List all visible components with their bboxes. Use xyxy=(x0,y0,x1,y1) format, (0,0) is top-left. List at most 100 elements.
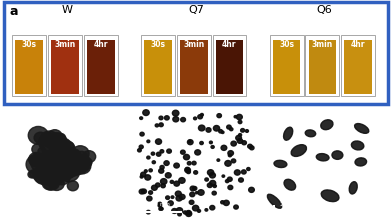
Circle shape xyxy=(239,178,243,182)
Circle shape xyxy=(238,120,242,124)
Circle shape xyxy=(50,153,64,167)
Circle shape xyxy=(242,141,247,145)
Circle shape xyxy=(247,168,250,170)
Circle shape xyxy=(159,116,163,120)
Circle shape xyxy=(44,165,66,184)
Circle shape xyxy=(35,155,48,167)
Circle shape xyxy=(207,183,212,188)
Circle shape xyxy=(175,191,181,196)
Circle shape xyxy=(73,155,91,172)
Circle shape xyxy=(61,154,80,171)
Circle shape xyxy=(29,153,44,166)
Circle shape xyxy=(75,151,87,162)
Circle shape xyxy=(67,156,89,174)
Circle shape xyxy=(239,134,241,136)
Circle shape xyxy=(26,155,48,174)
Circle shape xyxy=(172,110,179,116)
Bar xyxy=(273,40,301,94)
Circle shape xyxy=(217,159,220,161)
Circle shape xyxy=(60,154,68,161)
Circle shape xyxy=(158,202,162,206)
Circle shape xyxy=(49,163,58,172)
Circle shape xyxy=(172,208,177,213)
Bar xyxy=(344,40,372,94)
Circle shape xyxy=(186,211,192,216)
Circle shape xyxy=(145,175,151,180)
Circle shape xyxy=(40,131,58,147)
Circle shape xyxy=(207,170,214,175)
Circle shape xyxy=(56,147,75,163)
Circle shape xyxy=(200,113,203,116)
Circle shape xyxy=(49,141,72,161)
Circle shape xyxy=(28,171,36,178)
FancyBboxPatch shape xyxy=(84,35,118,96)
Circle shape xyxy=(138,149,141,152)
Circle shape xyxy=(213,184,216,188)
Circle shape xyxy=(149,169,152,172)
Circle shape xyxy=(69,159,82,170)
Circle shape xyxy=(139,189,145,194)
Circle shape xyxy=(47,130,62,143)
Circle shape xyxy=(143,110,149,115)
Circle shape xyxy=(139,145,143,149)
Circle shape xyxy=(231,159,236,163)
Circle shape xyxy=(38,156,47,164)
Ellipse shape xyxy=(316,154,329,161)
Text: c: c xyxy=(138,205,145,215)
Circle shape xyxy=(57,162,74,177)
Circle shape xyxy=(55,133,65,142)
Circle shape xyxy=(51,149,70,165)
Circle shape xyxy=(234,205,238,209)
Ellipse shape xyxy=(355,124,369,133)
Circle shape xyxy=(198,115,202,119)
Circle shape xyxy=(198,190,204,195)
Circle shape xyxy=(227,125,231,129)
Circle shape xyxy=(160,208,163,210)
Circle shape xyxy=(187,162,191,165)
Bar xyxy=(309,40,336,94)
Circle shape xyxy=(241,170,246,174)
Circle shape xyxy=(206,128,211,132)
Circle shape xyxy=(159,169,164,173)
Circle shape xyxy=(155,124,159,127)
Circle shape xyxy=(140,132,144,136)
Circle shape xyxy=(54,160,76,179)
Circle shape xyxy=(38,148,46,155)
Text: 3min: 3min xyxy=(183,40,204,49)
Circle shape xyxy=(194,171,198,174)
Circle shape xyxy=(141,172,146,177)
Ellipse shape xyxy=(283,127,293,140)
Circle shape xyxy=(140,117,143,119)
Circle shape xyxy=(40,151,58,167)
Circle shape xyxy=(142,189,147,194)
Circle shape xyxy=(147,196,152,201)
Bar xyxy=(51,40,79,94)
Circle shape xyxy=(52,155,63,164)
Circle shape xyxy=(38,134,57,151)
Circle shape xyxy=(60,139,70,147)
Text: 3min: 3min xyxy=(312,40,333,49)
Circle shape xyxy=(32,144,44,155)
Circle shape xyxy=(213,125,220,131)
Circle shape xyxy=(151,152,155,155)
Circle shape xyxy=(160,179,167,184)
Circle shape xyxy=(181,117,185,122)
Circle shape xyxy=(44,176,60,190)
Circle shape xyxy=(231,141,236,146)
Circle shape xyxy=(209,141,212,144)
Circle shape xyxy=(180,194,185,199)
Circle shape xyxy=(168,201,173,206)
Circle shape xyxy=(160,165,164,169)
Circle shape xyxy=(42,155,64,175)
Circle shape xyxy=(212,191,216,195)
Circle shape xyxy=(250,146,254,150)
Circle shape xyxy=(33,166,53,183)
Circle shape xyxy=(34,168,53,184)
Circle shape xyxy=(46,133,67,151)
Circle shape xyxy=(188,140,191,143)
Circle shape xyxy=(209,173,216,178)
Circle shape xyxy=(173,117,179,122)
Bar xyxy=(87,40,114,94)
Circle shape xyxy=(51,154,60,163)
Circle shape xyxy=(186,210,191,215)
